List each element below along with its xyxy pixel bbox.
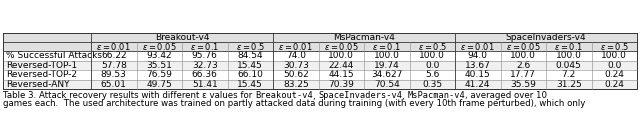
Text: 49.75: 49.75 — [147, 80, 172, 89]
Text: 22.44: 22.44 — [328, 61, 354, 70]
Text: $\epsilon$ = 0.5: $\epsilon$ = 0.5 — [236, 41, 265, 52]
Bar — [3, 60, 637, 70]
Text: $\epsilon$ = 0.01: $\epsilon$ = 0.01 — [460, 41, 495, 52]
Text: 84.54: 84.54 — [237, 51, 263, 60]
Text: SpaceInvaders-v4: SpaceInvaders-v4 — [318, 92, 402, 100]
Text: ,: , — [313, 92, 318, 100]
Text: MsPacman-v4: MsPacman-v4 — [333, 33, 395, 42]
Text: ,: , — [402, 92, 408, 100]
Text: $\epsilon$ = 0.01: $\epsilon$ = 0.01 — [278, 41, 313, 52]
Text: 30.73: 30.73 — [283, 61, 308, 70]
Text: 32.73: 32.73 — [192, 61, 218, 70]
Text: $\epsilon$ = 0.05: $\epsilon$ = 0.05 — [324, 41, 358, 52]
Text: 51.41: 51.41 — [192, 80, 218, 89]
Text: 70.39: 70.39 — [328, 80, 354, 89]
Text: 50.62: 50.62 — [283, 70, 308, 79]
Text: 74.0: 74.0 — [285, 51, 306, 60]
Text: 66.36: 66.36 — [192, 70, 218, 79]
Text: 35.51: 35.51 — [147, 61, 172, 70]
Bar — [3, 80, 637, 89]
Text: 5.6: 5.6 — [425, 70, 440, 79]
Bar — [3, 42, 637, 51]
Text: Breakout-v4: Breakout-v4 — [155, 33, 209, 42]
Bar — [3, 70, 637, 80]
Text: 15.45: 15.45 — [237, 61, 263, 70]
Text: 44.15: 44.15 — [328, 70, 354, 79]
Text: 65.01: 65.01 — [101, 80, 127, 89]
Text: 35.59: 35.59 — [510, 80, 536, 89]
Bar — [3, 51, 637, 60]
Bar — [3, 33, 637, 42]
Text: 70.54: 70.54 — [374, 80, 399, 89]
Text: 66.10: 66.10 — [237, 70, 263, 79]
Text: 0.24: 0.24 — [604, 70, 624, 79]
Text: 100.0: 100.0 — [374, 51, 400, 60]
Text: $\epsilon$ = 0.1: $\epsilon$ = 0.1 — [554, 41, 584, 52]
Text: 95.76: 95.76 — [192, 51, 218, 60]
Text: 66.22: 66.22 — [101, 51, 127, 60]
Text: 13.67: 13.67 — [465, 61, 491, 70]
Text: games each.  The used architecture was trained on partly attacked data during tr: games each. The used architecture was tr… — [3, 99, 586, 108]
Text: 0.0: 0.0 — [425, 61, 440, 70]
Text: $\epsilon$ = 0.1: $\epsilon$ = 0.1 — [190, 41, 220, 52]
Text: $\epsilon$ = 0.5: $\epsilon$ = 0.5 — [417, 41, 447, 52]
Text: Reversed-ANY: Reversed-ANY — [6, 80, 70, 89]
Text: % Successful Attacks: % Successful Attacks — [6, 51, 102, 60]
Text: $\epsilon$ = 0.01: $\epsilon$ = 0.01 — [97, 41, 131, 52]
Text: 57.78: 57.78 — [101, 61, 127, 70]
Text: 100.0: 100.0 — [328, 51, 354, 60]
Text: $\epsilon$ = 0.5: $\epsilon$ = 0.5 — [600, 41, 629, 52]
Text: 19.74: 19.74 — [374, 61, 399, 70]
Text: 0.045: 0.045 — [556, 61, 582, 70]
Text: SpaceInvaders-v4: SpaceInvaders-v4 — [506, 33, 586, 42]
Text: 100.0: 100.0 — [419, 51, 445, 60]
Text: 93.42: 93.42 — [147, 51, 172, 60]
Text: 40.15: 40.15 — [465, 70, 491, 79]
Text: 83.25: 83.25 — [283, 80, 308, 89]
Text: Reversed-TOP-2: Reversed-TOP-2 — [6, 70, 77, 79]
Text: 89.53: 89.53 — [101, 70, 127, 79]
Text: $\epsilon$ = 0.1: $\epsilon$ = 0.1 — [372, 41, 401, 52]
Text: 17.77: 17.77 — [510, 70, 536, 79]
Text: $\epsilon$ = 0.05: $\epsilon$ = 0.05 — [506, 41, 541, 52]
Text: Reversed-TOP-1: Reversed-TOP-1 — [6, 61, 77, 70]
Text: 100.0: 100.0 — [556, 51, 582, 60]
Text: $\epsilon$ = 0.05: $\epsilon$ = 0.05 — [142, 41, 177, 52]
Text: 31.25: 31.25 — [556, 80, 582, 89]
Text: 41.24: 41.24 — [465, 80, 490, 89]
Text: MsPacman-v4: MsPacman-v4 — [408, 92, 465, 100]
Text: 34.627: 34.627 — [371, 70, 403, 79]
Text: 2.6: 2.6 — [516, 61, 531, 70]
Text: , averaged over 10: , averaged over 10 — [465, 92, 547, 100]
Text: 7.2: 7.2 — [562, 70, 576, 79]
Text: 0.35: 0.35 — [422, 80, 442, 89]
Text: 15.45: 15.45 — [237, 80, 263, 89]
Text: Breakout-v4: Breakout-v4 — [255, 92, 313, 100]
Text: 100.0: 100.0 — [602, 51, 627, 60]
Text: 0.0: 0.0 — [607, 61, 621, 70]
Text: Table 3. Attack recovery results with different ε values for: Table 3. Attack recovery results with di… — [3, 92, 255, 100]
Text: 94.0: 94.0 — [468, 51, 488, 60]
Text: 100.0: 100.0 — [510, 51, 536, 60]
Text: 76.59: 76.59 — [147, 70, 172, 79]
Text: 0.24: 0.24 — [604, 80, 624, 89]
